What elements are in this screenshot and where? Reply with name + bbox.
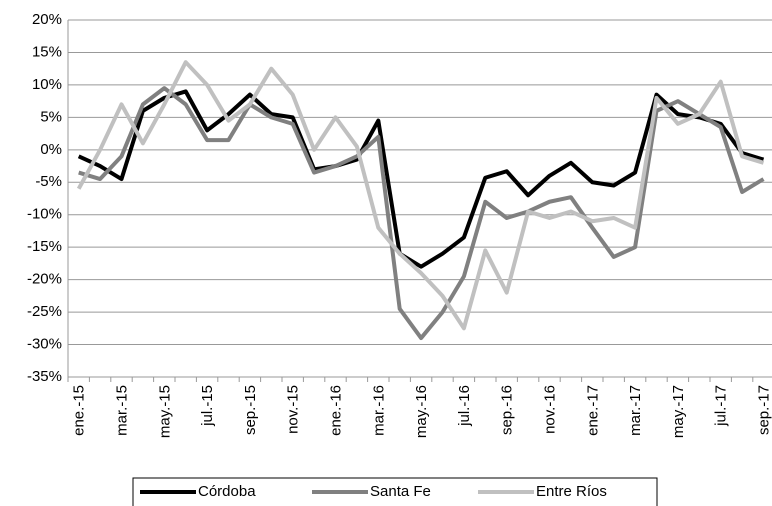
y-tick-label: -20% [27, 271, 62, 288]
x-tick-label: jul.-17 [713, 385, 730, 427]
y-tick-label: -35% [27, 368, 62, 385]
x-tick-label: nov.-16 [541, 385, 558, 434]
series-line [78, 86, 765, 341]
x-tick-label: sep.-17 [755, 385, 772, 435]
x-tick-label: may.-17 [670, 385, 687, 438]
x-tick-label: sep.-16 [499, 385, 516, 435]
y-tick-label: 15% [32, 43, 62, 60]
legend-label: Entre Ríos [536, 483, 607, 500]
y-tick-label: 5% [40, 108, 62, 125]
x-tick-label: nov.-15 [285, 385, 302, 434]
x-tick-label: may.-15 [156, 385, 173, 438]
series-line [77, 89, 765, 269]
x-tick-label: may.-16 [413, 385, 430, 438]
x-tick-label: ene.-15 [71, 385, 88, 436]
y-tick-label: 20% [32, 11, 62, 28]
x-tick-label: ene.-16 [327, 385, 344, 436]
y-tick-label: 0% [40, 141, 62, 158]
x-tick-label: mar.-15 [113, 385, 130, 436]
x-tick-label: jul.-15 [199, 385, 216, 427]
x-tick-label: ene.-17 [584, 385, 601, 436]
y-tick-label: -30% [27, 336, 62, 353]
y-tick-label: -15% [27, 238, 62, 255]
x-tick-label: jul.-16 [456, 385, 473, 427]
y-tick-label: 10% [32, 76, 62, 93]
legend-box [132, 477, 658, 506]
series-line [76, 60, 765, 331]
x-tick-label: mar.-16 [370, 385, 387, 436]
y-tick-label: -10% [27, 206, 62, 223]
y-tick-label: -5% [35, 173, 62, 190]
y-tick-label: -25% [27, 303, 62, 320]
legend-label: Santa Fe [370, 483, 431, 500]
x-tick-label: sep.-15 [242, 385, 259, 435]
legend-label: Córdoba [198, 483, 256, 500]
x-tick-label: mar.-17 [627, 385, 644, 436]
